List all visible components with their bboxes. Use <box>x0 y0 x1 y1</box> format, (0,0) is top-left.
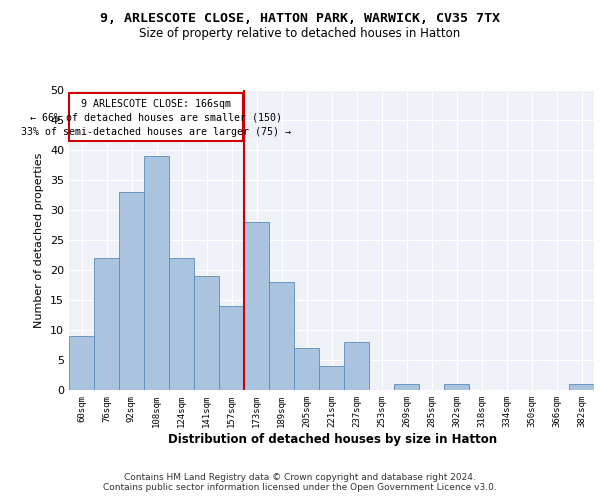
Bar <box>344 342 369 390</box>
Bar <box>269 282 294 390</box>
Text: ← 66% of detached houses are smaller (150): ← 66% of detached houses are smaller (15… <box>30 113 282 123</box>
Bar <box>144 156 169 390</box>
Bar <box>569 384 594 390</box>
Bar <box>294 348 319 390</box>
Text: 9, ARLESCOTE CLOSE, HATTON PARK, WARWICK, CV35 7TX: 9, ARLESCOTE CLOSE, HATTON PARK, WARWICK… <box>100 12 500 26</box>
Bar <box>319 366 344 390</box>
Bar <box>394 384 419 390</box>
Bar <box>194 276 219 390</box>
Bar <box>244 222 269 390</box>
FancyBboxPatch shape <box>69 93 243 141</box>
Text: 33% of semi-detached houses are larger (75) →: 33% of semi-detached houses are larger (… <box>21 128 291 138</box>
Y-axis label: Number of detached properties: Number of detached properties <box>34 152 44 328</box>
Bar <box>119 192 144 390</box>
Bar <box>219 306 244 390</box>
Bar <box>94 258 119 390</box>
Text: 9 ARLESCOTE CLOSE: 166sqm: 9 ARLESCOTE CLOSE: 166sqm <box>81 98 231 108</box>
Text: Size of property relative to detached houses in Hatton: Size of property relative to detached ho… <box>139 28 461 40</box>
Bar <box>444 384 469 390</box>
Text: Contains HM Land Registry data © Crown copyright and database right 2024.
Contai: Contains HM Land Registry data © Crown c… <box>103 472 497 492</box>
Text: Distribution of detached houses by size in Hatton: Distribution of detached houses by size … <box>169 432 497 446</box>
Bar <box>169 258 194 390</box>
Bar <box>69 336 94 390</box>
